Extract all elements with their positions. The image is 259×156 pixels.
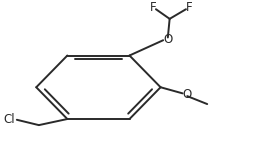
Text: Cl: Cl — [3, 113, 15, 126]
Text: O: O — [183, 88, 192, 101]
Text: F: F — [186, 1, 192, 14]
Text: O: O — [163, 33, 172, 46]
Text: F: F — [149, 1, 156, 14]
